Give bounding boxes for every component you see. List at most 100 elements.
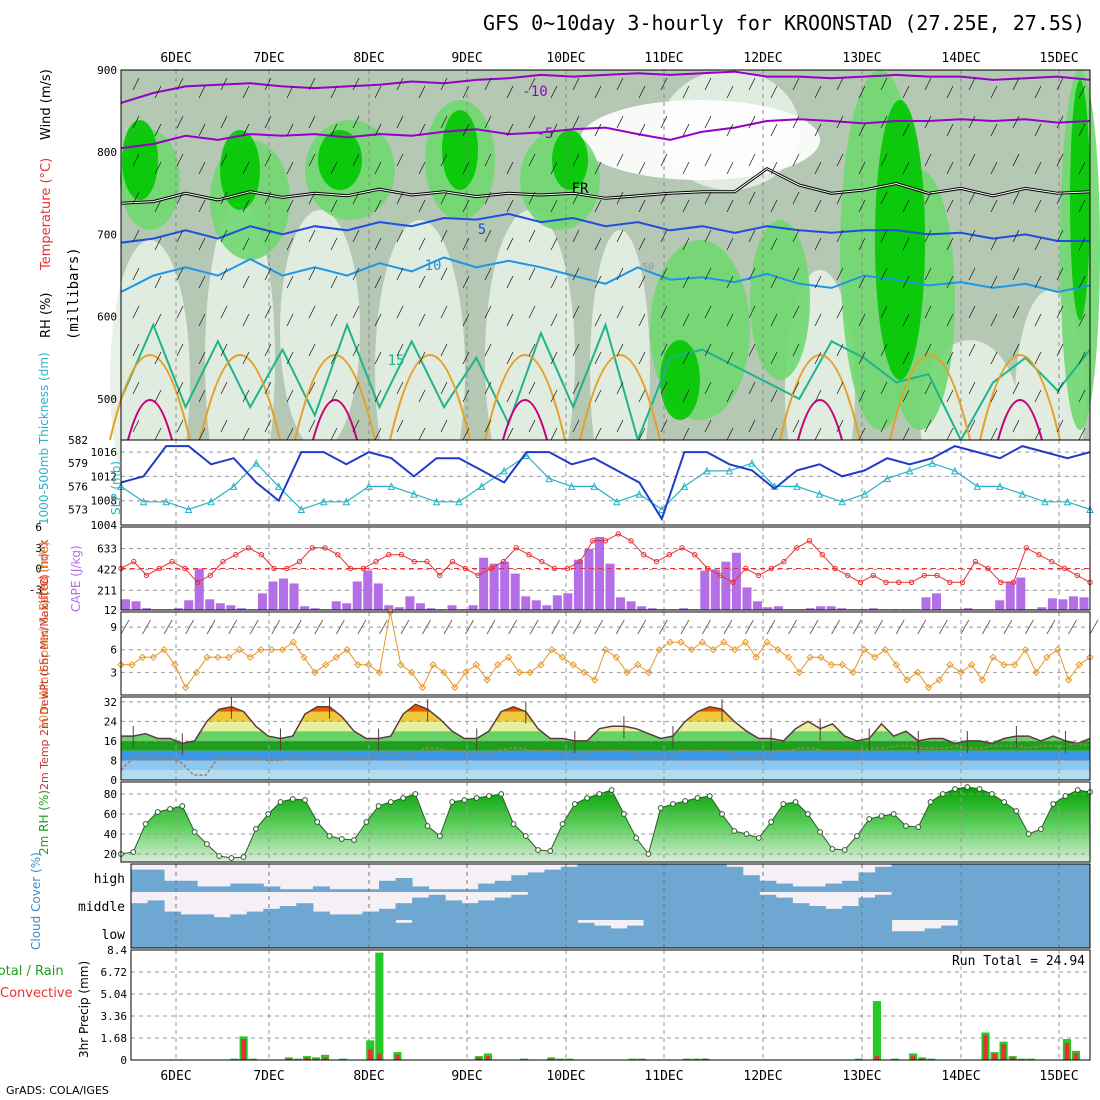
wind-barb <box>594 389 602 403</box>
wind-speed-point <box>224 653 233 662</box>
wind-barb <box>286 313 294 327</box>
wind-barb <box>264 343 272 357</box>
rh-point <box>130 849 137 855</box>
wind-barb <box>484 77 492 91</box>
wind-barb <box>1012 305 1020 319</box>
precip-convective-bar <box>368 1049 373 1060</box>
wind-barb <box>462 123 470 137</box>
rh-point <box>191 829 198 835</box>
li-point <box>373 558 379 565</box>
cape-bar <box>405 596 415 610</box>
precip-convective-bar <box>241 1039 246 1060</box>
cape-bar <box>384 605 394 610</box>
li-point <box>424 558 430 565</box>
rh-point <box>216 853 223 859</box>
wind-barb <box>1056 77 1064 91</box>
thickness-point <box>680 482 689 490</box>
rh-point <box>755 835 762 841</box>
y-tick-label: 900 <box>97 64 117 77</box>
wind-barb <box>528 419 536 433</box>
cape-bar <box>816 606 826 610</box>
wind-barb <box>440 191 448 205</box>
rh-point <box>203 841 210 847</box>
wind-barb <box>242 123 250 137</box>
wind-barb <box>814 85 822 99</box>
wind-barb <box>264 191 272 205</box>
wind-barb <box>506 237 514 251</box>
rh-contour-area <box>750 220 810 380</box>
wind-barb <box>770 351 778 365</box>
wind-barb <box>902 427 910 441</box>
surface-wind-barb <box>163 619 173 635</box>
cloud-low-bar <box>180 920 198 948</box>
thickness-point <box>477 482 486 490</box>
wind-barb <box>990 161 998 175</box>
wind-barb <box>616 381 624 395</box>
slp-line <box>120 445 1091 522</box>
wind-barb <box>176 229 184 243</box>
rh-point <box>584 795 591 801</box>
y-tick-label: 3 <box>35 542 42 555</box>
wind-speed-point <box>332 653 341 662</box>
wind-barb <box>946 427 954 441</box>
panel-border <box>130 863 1091 949</box>
y-tick-label: 573 <box>68 504 88 517</box>
rh-point <box>547 848 554 854</box>
thickness-point <box>793 482 801 490</box>
wind-speed-point <box>171 661 179 669</box>
surface-wind-barb <box>486 619 496 635</box>
wind-barb <box>352 153 360 167</box>
surface-wind-barb <box>572 619 582 635</box>
thickness-point <box>297 505 306 513</box>
cloud-middle-bar <box>908 892 926 920</box>
wind-barb <box>506 275 514 289</box>
wind-barb <box>1012 77 1020 91</box>
cape-ylabel: CAPE (J/kg) <box>69 545 83 612</box>
cloud-high-bar <box>478 883 496 892</box>
rh-point <box>890 811 897 817</box>
wind-barb <box>330 313 338 327</box>
wind-barb <box>176 77 184 91</box>
wind-speed-point <box>612 653 621 662</box>
wind-barb <box>792 191 800 205</box>
wind-barb <box>814 161 822 175</box>
rh-point <box>608 787 615 793</box>
li-point <box>309 545 315 551</box>
wind-barb <box>1012 115 1020 129</box>
wind-barb <box>352 115 360 129</box>
isotherm-20-line <box>779 354 861 441</box>
wind-barb <box>286 123 294 137</box>
chart-title: GFS 0~10day 3-hourly for KROONSTAD (27.2… <box>483 11 1085 35</box>
wind-barb <box>968 343 976 357</box>
wind-barb <box>748 343 756 357</box>
cloud-high-bar <box>428 889 446 892</box>
wind-barb <box>1056 381 1064 395</box>
wind-barb <box>462 351 470 365</box>
panel-border <box>130 949 1091 1061</box>
surface-wind-barb <box>249 619 259 635</box>
wind-speed-point <box>946 661 954 669</box>
wind-barb <box>968 305 976 319</box>
surface-wind-barb <box>788 619 797 635</box>
wind-barb <box>946 161 954 175</box>
li-point <box>806 538 813 544</box>
wind-ylabel: 10m Wind Speed & Barbs (m/s) <box>37 541 51 730</box>
cape-bar <box>373 583 383 610</box>
cloud-middle-bar <box>461 903 479 920</box>
li-point <box>258 552 264 558</box>
cloud-middle-bar <box>759 894 777 920</box>
temp-band <box>121 740 1090 751</box>
wind-speed-point <box>160 645 168 654</box>
precip-convective-bar <box>1064 1042 1070 1060</box>
day-label-bottom: 8DEC <box>353 1069 384 1084</box>
wind-barb <box>638 389 646 403</box>
cloud-low-bar <box>808 920 826 948</box>
rh-point <box>498 791 505 797</box>
li-point <box>233 552 239 558</box>
y-tick-label: 32 <box>104 696 117 709</box>
cape-bar <box>342 603 352 610</box>
thickness-point <box>950 466 959 475</box>
cloud-high-bar <box>825 883 843 892</box>
wind-speed-point <box>547 645 556 654</box>
cloud-middle-bar <box>693 892 711 920</box>
